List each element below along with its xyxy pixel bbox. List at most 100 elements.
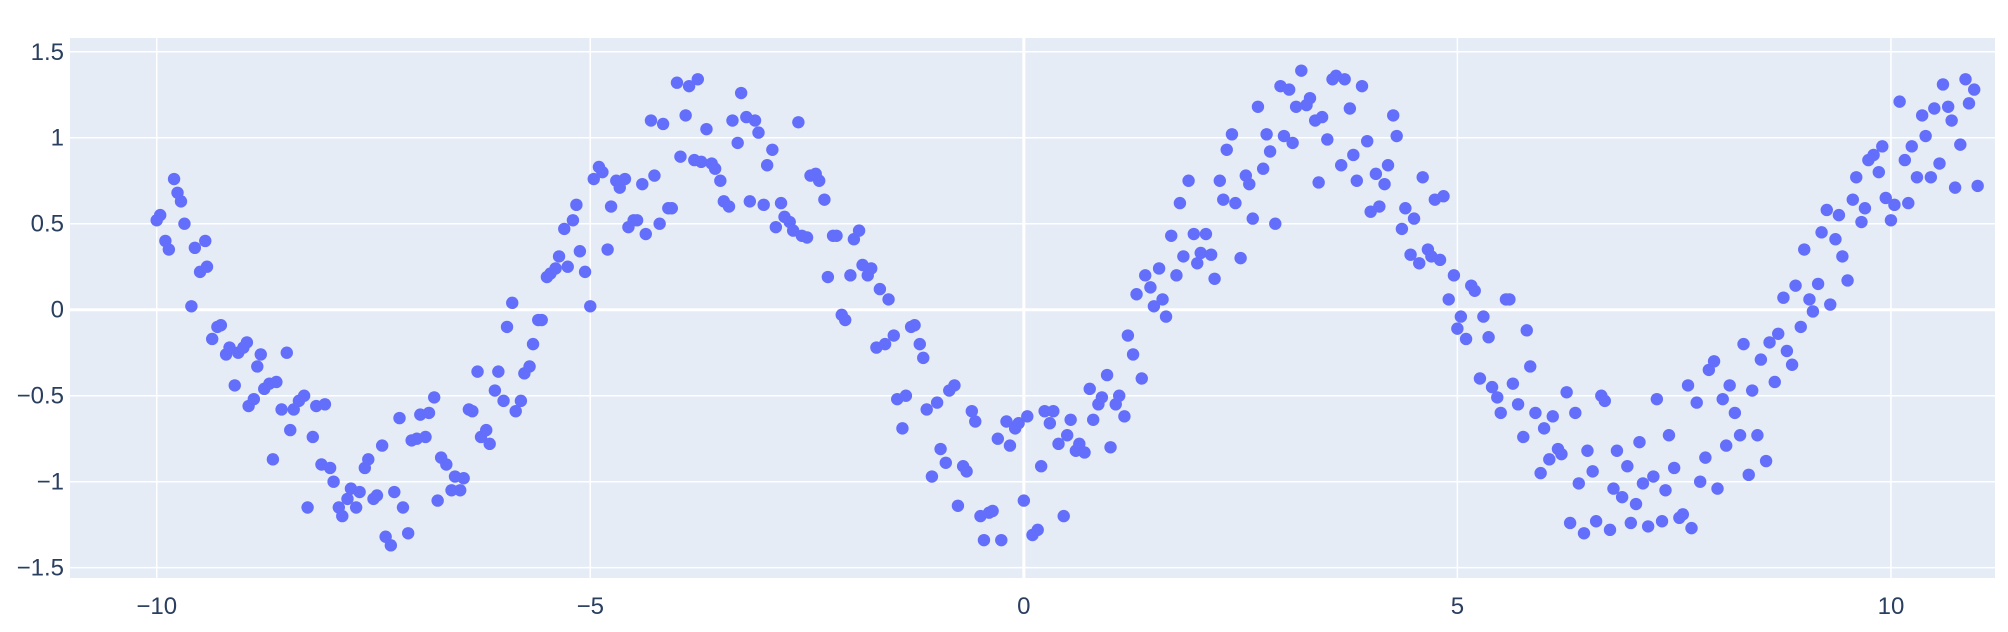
scatter-point bbox=[1902, 196, 1915, 210]
scatter-point bbox=[431, 494, 444, 507]
scatter-point bbox=[1872, 165, 1886, 179]
scatter-point bbox=[1967, 83, 1981, 96]
scatter-point bbox=[830, 229, 843, 242]
scatter-point bbox=[1187, 227, 1200, 241]
scatter-point bbox=[1225, 128, 1239, 141]
scatter-point bbox=[1676, 508, 1690, 521]
scatter-point bbox=[1263, 145, 1277, 158]
scatter-point bbox=[792, 116, 805, 129]
scatter-point bbox=[1173, 196, 1187, 210]
scatter-point bbox=[934, 442, 947, 456]
scatter-point bbox=[1113, 389, 1126, 402]
scatter-point bbox=[1482, 331, 1495, 344]
scatter-point bbox=[656, 117, 670, 131]
scatter-point bbox=[1289, 100, 1303, 113]
scatter-point bbox=[1282, 83, 1296, 96]
scatter-point bbox=[1798, 243, 1811, 256]
scatter-point bbox=[1763, 336, 1776, 349]
scatter-point bbox=[969, 415, 982, 428]
scatter-point bbox=[251, 360, 264, 373]
scatter-point bbox=[1156, 293, 1169, 306]
scatter-point bbox=[821, 270, 835, 284]
scatter-point bbox=[1737, 337, 1750, 351]
scatter-point bbox=[1012, 417, 1025, 430]
scatter-point bbox=[1855, 215, 1868, 229]
scatter-point bbox=[1699, 451, 1712, 464]
scatter-point bbox=[1777, 291, 1790, 304]
scatter-point bbox=[1243, 177, 1256, 191]
scatter-point bbox=[1806, 305, 1820, 318]
scatter-point bbox=[1711, 482, 1724, 495]
scatter-point bbox=[1846, 193, 1859, 206]
scatter-point bbox=[1064, 413, 1077, 426]
scatter-point bbox=[1031, 523, 1044, 537]
scatter-point bbox=[1407, 212, 1421, 225]
scatter-point bbox=[1716, 392, 1729, 406]
scatter-point bbox=[419, 430, 432, 444]
scatter-point bbox=[1350, 174, 1364, 187]
scatter-point bbox=[1723, 379, 1736, 392]
scatter-point bbox=[549, 262, 562, 275]
y-tick-label: 0 bbox=[51, 297, 64, 324]
scatter-point bbox=[1919, 129, 1932, 143]
y-tick-label: −0.5 bbox=[17, 383, 64, 410]
scatter-point bbox=[1199, 227, 1213, 241]
scatter-point bbox=[1355, 79, 1369, 93]
scatter-point bbox=[1170, 269, 1183, 282]
y-tick-label: 1 bbox=[51, 125, 64, 152]
scatter-point bbox=[812, 174, 826, 187]
scatter-point bbox=[1315, 110, 1329, 124]
scatter-point bbox=[266, 453, 280, 466]
scatter-point bbox=[587, 172, 600, 186]
scatter-point bbox=[1086, 413, 1100, 426]
scatter-point bbox=[514, 394, 528, 408]
scatter-point bbox=[991, 432, 1005, 445]
scatter-point bbox=[492, 365, 505, 378]
scatter-point bbox=[1152, 262, 1166, 275]
scatter-point bbox=[1719, 439, 1733, 452]
scatter-point bbox=[280, 346, 293, 359]
scatter-point bbox=[1135, 372, 1148, 385]
scatter-point bbox=[1130, 288, 1143, 301]
scatter-point bbox=[1390, 129, 1403, 143]
scatter-point bbox=[844, 269, 857, 282]
scatter-point bbox=[1021, 410, 1034, 423]
scatter-point bbox=[1399, 202, 1412, 215]
scatter-point bbox=[1534, 466, 1547, 480]
scatter-point bbox=[743, 195, 757, 208]
scatter-point bbox=[535, 313, 548, 327]
scatter-point bbox=[1473, 372, 1487, 385]
scatter-point bbox=[873, 282, 887, 296]
scatter-point bbox=[1177, 250, 1190, 263]
scatter-point bbox=[630, 214, 644, 227]
scatter-point bbox=[500, 320, 514, 334]
scatter-point bbox=[153, 208, 167, 222]
scatter-point bbox=[1038, 404, 1051, 418]
scatter-point bbox=[1624, 516, 1638, 530]
scatter-point bbox=[1303, 91, 1317, 105]
scatter-point bbox=[375, 439, 389, 452]
scatter-point bbox=[185, 300, 198, 313]
scatter-point bbox=[896, 422, 909, 435]
scatter-point bbox=[1416, 171, 1429, 184]
scatter-point bbox=[1165, 229, 1178, 242]
x-axis-ticks: −10 −5 0 5 10 bbox=[136, 593, 1904, 620]
scatter-point bbox=[1607, 482, 1620, 495]
scatter-point bbox=[1118, 410, 1131, 423]
scatter-point bbox=[497, 394, 510, 408]
scatter-point bbox=[636, 177, 649, 191]
scatter-point bbox=[1485, 380, 1499, 394]
scatter-point bbox=[1728, 406, 1742, 420]
scatter-point bbox=[1633, 435, 1646, 449]
scatter-point bbox=[228, 379, 241, 392]
data-points bbox=[150, 64, 1984, 552]
scatter-point bbox=[1000, 415, 1013, 428]
scatter-point bbox=[674, 150, 687, 163]
scatter-point bbox=[457, 472, 470, 485]
scatter-point bbox=[700, 122, 713, 136]
scatter-point bbox=[731, 136, 744, 150]
scatter-point bbox=[726, 114, 739, 127]
scatter-point bbox=[318, 398, 332, 411]
scatter-point bbox=[1598, 394, 1611, 408]
scatter-point bbox=[1159, 310, 1173, 323]
